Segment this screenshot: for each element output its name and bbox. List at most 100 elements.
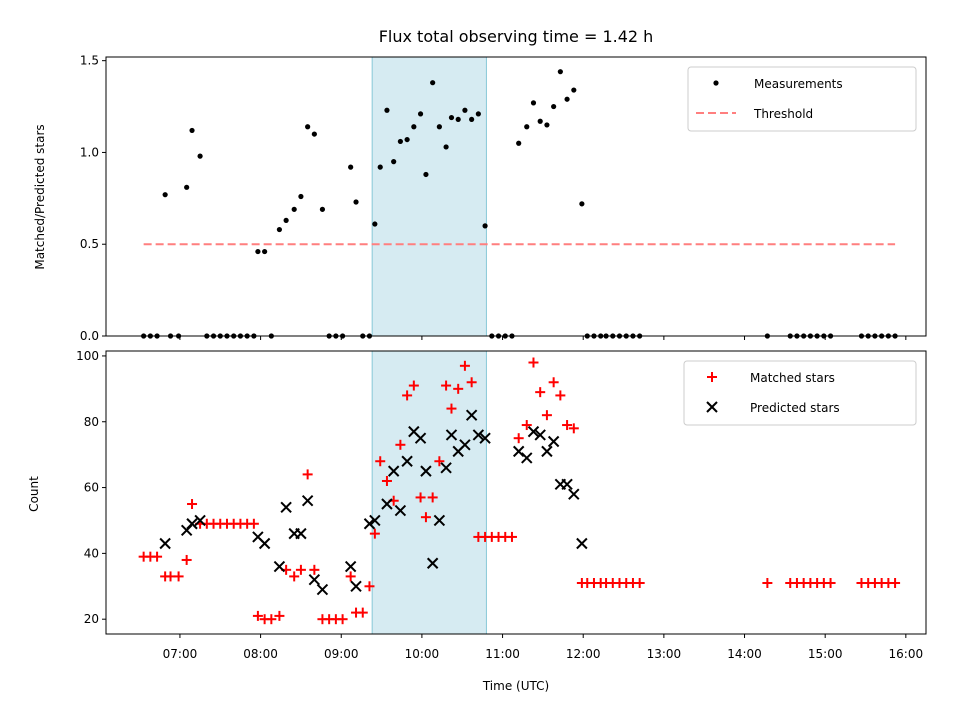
predicted-star-point	[561, 478, 573, 490]
matched-star-point	[274, 610, 285, 621]
matched-star-point	[634, 577, 645, 588]
measurement-point	[353, 199, 359, 205]
matched-star-point	[357, 607, 368, 618]
predicted-star-point	[316, 583, 329, 596]
measurement-point	[189, 127, 195, 134]
predicted-star-point	[194, 514, 206, 527]
predicted-star-point	[344, 560, 357, 573]
matched-star-point	[555, 390, 566, 401]
matched-star-point	[173, 571, 184, 582]
matched-star-point	[513, 433, 524, 444]
matched-star-point	[459, 360, 470, 371]
top-panel: 0.0 0.5 1.0 1.5 Measurements Threshold	[80, 54, 927, 343]
measurement-point	[372, 221, 378, 227]
matched-star-point	[548, 377, 559, 388]
bottom-y-tick-label: 100	[76, 349, 99, 363]
matched-star-point	[562, 420, 573, 431]
predicted-star-point	[433, 514, 446, 527]
matched-star-point	[415, 492, 426, 503]
bottom-y-axis-label: Count	[27, 476, 41, 512]
matched-star-point	[187, 499, 198, 510]
predicted-star-point	[387, 465, 400, 477]
matched-star-point	[535, 387, 546, 398]
top-y-tick-label: 0.5	[80, 237, 99, 251]
predicted-star-point	[568, 488, 580, 500]
measurement-point	[530, 100, 537, 106]
measurement-point	[436, 124, 442, 130]
matched-star-point	[568, 423, 579, 434]
matched-star-point	[152, 551, 163, 562]
predicted-star-point	[420, 465, 432, 477]
top-axes-frame	[105, 56, 927, 337]
matched-star-point	[395, 439, 406, 450]
measurement-point	[276, 226, 283, 233]
measurement-point	[462, 107, 468, 113]
measurement-point	[404, 136, 410, 143]
predicted-star-point	[363, 518, 376, 530]
measurement-point	[291, 206, 297, 212]
matched-star-point	[345, 571, 356, 582]
measurement-point	[524, 124, 530, 130]
legend-label: Threshold	[753, 107, 813, 121]
predicted-star-point	[527, 425, 540, 438]
matched-star-point	[337, 614, 348, 625]
x-tick-label: 15:00	[808, 647, 843, 661]
matched-star-point	[420, 512, 431, 523]
matched-star-point	[381, 475, 392, 486]
measurement-point	[262, 248, 268, 255]
matched-star-point	[453, 383, 464, 394]
x-tick-label: 14:00	[727, 647, 762, 661]
matched-star-point	[252, 610, 263, 621]
bottom-panel: 20 40 60 80 100 07:00 08:00 09:00 10:00 11:00 12:0…	[76, 349, 927, 661]
measurement-point	[397, 138, 403, 145]
matched-star-point	[528, 357, 539, 368]
measurement-point	[551, 103, 557, 110]
top-shaded-interval	[371, 56, 487, 337]
measurement-point	[311, 131, 317, 137]
matched-star-point	[375, 456, 386, 467]
predicted-star-point	[295, 527, 307, 540]
legend-label: Predicted stars	[750, 401, 840, 415]
measurement-point	[475, 111, 481, 117]
bottom-shaded-interval	[371, 350, 487, 635]
legend-label: Measurements	[754, 77, 843, 91]
top-y-axis-label: Matched/Predicted stars	[33, 124, 47, 269]
predicted-star-point	[159, 537, 171, 550]
predicted-star-point	[369, 514, 381, 527]
measurement-point	[537, 118, 543, 124]
predicted-star-point	[459, 439, 471, 451]
x-tick-label: 09:00	[324, 647, 359, 661]
matched-star-point	[289, 571, 300, 582]
x-tick-label: 08:00	[243, 647, 278, 661]
measurement-point	[423, 171, 429, 178]
predicted-star-point	[258, 537, 271, 550]
measurement-point	[305, 124, 311, 130]
predicted-star-point	[512, 445, 525, 458]
measurement-point	[162, 192, 168, 198]
measurement-point	[319, 206, 326, 212]
predicted-star-point	[472, 429, 485, 441]
predicted-star-point	[308, 573, 321, 586]
matched-star-point	[890, 577, 901, 588]
measurement-point	[391, 159, 397, 165]
measurement-point	[197, 153, 203, 159]
predicted-star-point	[381, 498, 393, 510]
predicted-star-point	[465, 409, 478, 421]
predicted-star-point	[280, 501, 292, 514]
x-tick-label: 07:00	[163, 647, 198, 661]
matched-star-point	[309, 564, 320, 575]
matched-star-point	[466, 377, 477, 388]
matched-star-point	[364, 581, 375, 592]
legend-plus-marker	[707, 372, 717, 382]
matched-star-point	[302, 469, 313, 480]
measurement-point	[184, 184, 190, 190]
measurement-point	[411, 124, 417, 130]
predicted-star-point	[479, 432, 491, 444]
top-y-tick-label: 1.5	[80, 54, 99, 68]
predicted-star-point	[426, 557, 439, 569]
predicted-star-point	[186, 518, 198, 530]
bottom-y-tick-label: 80	[84, 415, 99, 429]
measurement-point	[482, 223, 488, 229]
matched-star-point	[402, 390, 413, 401]
